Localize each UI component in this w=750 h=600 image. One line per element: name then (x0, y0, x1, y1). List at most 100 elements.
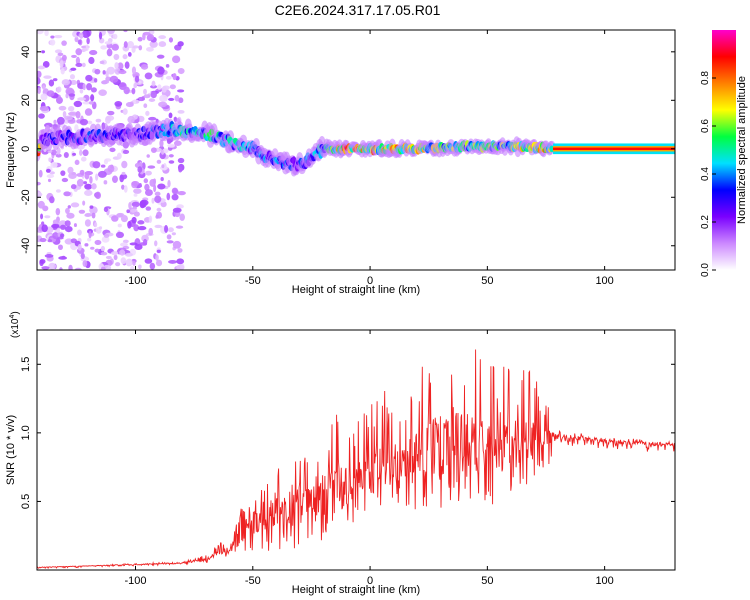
snr-panel: -100 -50 0 50 100 0.5 1.0 1.5 Height of straig… (5, 311, 676, 596)
noise-mark (44, 215, 51, 219)
noise-mark (122, 108, 128, 115)
noise-mark (74, 159, 80, 166)
noise-mark (81, 30, 91, 39)
noise-mark (153, 184, 157, 193)
noise-mark (99, 60, 105, 65)
noise-mark (95, 173, 99, 181)
noise-mark (179, 213, 185, 221)
noise-mark (143, 88, 147, 95)
noise-mark (81, 62, 86, 68)
noise-mark (127, 52, 132, 57)
noise-mark (156, 249, 161, 254)
noise-mark (117, 223, 122, 228)
noise-mark (168, 97, 175, 101)
noise-mark (95, 118, 102, 123)
noise-mark (133, 193, 138, 197)
noise-mark (176, 204, 184, 209)
noise-mark (59, 267, 63, 270)
noise-mark (117, 62, 124, 70)
noise-mark (74, 36, 79, 43)
noise-mark (64, 115, 73, 121)
noise-mark (59, 60, 64, 68)
noise-mark (100, 266, 106, 270)
noise-mark (171, 193, 179, 201)
noise-mark (48, 157, 52, 163)
noise-mark (137, 225, 147, 231)
y-tick-label: 0.5 (20, 494, 32, 509)
noise-mark (146, 46, 154, 52)
noise-mark (143, 238, 148, 246)
noise-mark (113, 254, 118, 261)
noise-mark (64, 226, 73, 233)
noise-mark (79, 88, 84, 94)
noise-mark (125, 258, 133, 267)
noise-mark (157, 183, 166, 190)
noise-mark (149, 40, 158, 48)
noise-mark (156, 159, 162, 164)
noise-mark (140, 63, 149, 70)
noise-mark (49, 196, 55, 204)
y-tick-label: 40 (20, 46, 32, 58)
figure-title: C2E6.2024.317.17.05.R01 (274, 2, 441, 18)
noise-mark (73, 100, 83, 108)
spectrogram-x-label: Height of straight line (km) (292, 284, 420, 296)
noise-mark (75, 62, 83, 68)
noise-mark (61, 255, 66, 260)
noise-mark (161, 86, 167, 93)
noise-mark (68, 264, 73, 270)
noise-mark (111, 43, 119, 51)
x-tick-label: -50 (245, 275, 261, 287)
noise-mark (168, 154, 174, 158)
noise-mark (144, 189, 153, 196)
noise-mark (148, 215, 153, 224)
noise-mark (131, 66, 137, 75)
noise-mark (177, 109, 185, 114)
noise-mark (157, 66, 165, 75)
noise-mark (166, 192, 171, 201)
noise-mark (120, 214, 128, 223)
noise-mark (168, 37, 174, 43)
noise-mark (154, 195, 162, 204)
noise-mark (85, 74, 93, 82)
noise-mark (82, 101, 91, 105)
noise-mark (159, 139, 164, 148)
noise-mark (45, 168, 51, 173)
noise-mark (123, 86, 130, 95)
noise-mark (53, 119, 57, 125)
noise-mark (146, 154, 150, 158)
noise-mark (126, 209, 130, 214)
noise-mark (46, 174, 55, 179)
noise-mark (37, 87, 41, 94)
noise-mark (68, 106, 75, 112)
noise-mark (39, 105, 49, 112)
spectrogram-marks (37, 30, 675, 270)
snr-multiplier-base: (x10 (10, 318, 21, 338)
noise-mark (148, 227, 154, 236)
noise-mark (83, 181, 88, 185)
y-tick-label: 1.0 (20, 425, 32, 440)
noise-mark (145, 110, 150, 116)
noise-mark (161, 149, 165, 155)
noise-mark (77, 229, 82, 236)
noise-mark (79, 34, 84, 38)
noise-mark (164, 225, 169, 233)
noise-mark (86, 83, 93, 91)
noise-mark (65, 207, 70, 215)
noise-mark (70, 202, 80, 208)
noise-mark (79, 149, 83, 156)
noise-mark (44, 30, 49, 37)
noise-mark (67, 205, 71, 209)
noise-mark (89, 176, 93, 184)
noise-mark (44, 254, 54, 258)
noise-mark (54, 49, 63, 54)
noise-mark (145, 170, 152, 176)
noise-mark (158, 35, 167, 40)
noise-mark (84, 213, 92, 218)
colorbar-tick-label: 0.6 (700, 119, 711, 133)
noise-mark (82, 200, 86, 206)
noise-mark (156, 54, 165, 59)
noise-mark (37, 77, 41, 85)
x-tick-label: -100 (124, 575, 146, 587)
noise-mark (161, 164, 165, 169)
